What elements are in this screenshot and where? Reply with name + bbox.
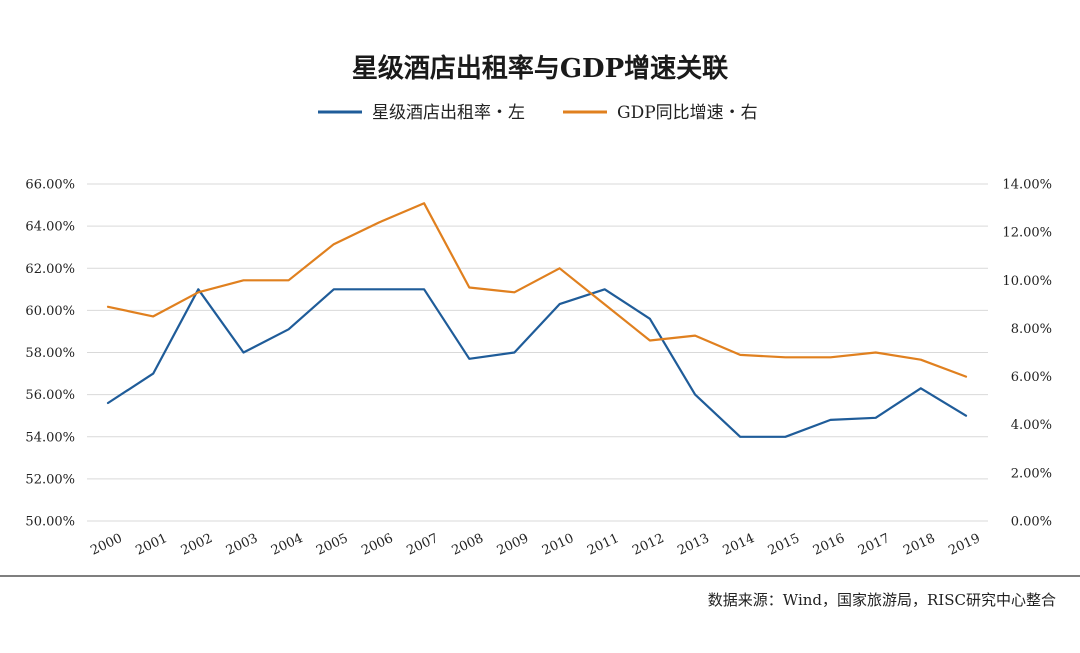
x-axis-tick-label: 2009 <box>495 531 531 559</box>
right-axis-tick-label: 14.00% <box>1002 178 1052 193</box>
x-axis-tick-label: 2016 <box>811 531 847 559</box>
series-lines <box>106 202 968 438</box>
x-axis-tick-label: 2010 <box>540 531 576 559</box>
legend: 星级酒店出租率・左 GDP同比增速・右 <box>318 103 758 123</box>
left-axis-tick-label: 62.00% <box>25 262 75 277</box>
x-axis-tick-label: 2001 <box>134 531 170 559</box>
x-axis-tick-label: 2006 <box>359 531 395 559</box>
left-axis-tick-label: 58.00% <box>25 346 75 361</box>
x-axis-tick-label: 2011 <box>585 531 621 559</box>
series-line-occupancy <box>106 288 968 438</box>
x-axis-tick-label: 2007 <box>404 531 440 559</box>
legend-label-gdp: GDP同比增速・右 <box>617 103 758 123</box>
gridlines <box>87 183 988 522</box>
x-axis-tick-label: 2005 <box>314 531 350 559</box>
legend-label-occupancy: 星级酒店出租率・左 <box>372 103 525 123</box>
x-axis-tick-label: 2000 <box>88 531 124 559</box>
right-axis-ticks: 0.00% 2.00% 4.00% 6.00% 8.00% 10.00% 12.00% 14.… <box>1002 178 1052 530</box>
left-axis-tick-label: 52.00% <box>25 472 75 487</box>
right-axis-tick-label: 12.00% <box>1002 226 1052 241</box>
right-axis-tick-label: 10.00% <box>1002 274 1052 289</box>
left-axis-tick-label: 50.00% <box>25 515 75 530</box>
right-axis-tick-label: 2.00% <box>1011 466 1052 481</box>
chart-title: 星级酒店出租率与GDP增速关联 <box>352 53 728 84</box>
source-note: 数据来源：Wind，国家旅游局，RISC研究中心整合 <box>708 591 1056 609</box>
x-axis-tick-label: 2014 <box>721 531 757 559</box>
left-axis-tick-label: 56.00% <box>25 388 75 403</box>
x-axis-tick-label: 2017 <box>856 531 892 559</box>
left-axis-tick-label: 54.00% <box>25 430 75 445</box>
x-axis-tick-label: 2003 <box>224 531 260 559</box>
x-axis-tick-label: 2018 <box>901 531 937 559</box>
left-axis-tick-label: 66.00% <box>25 178 75 193</box>
x-axis-tick-label: 2012 <box>630 531 666 559</box>
x-axis-ticks: 2000 2001 2002 2003 2004 2005 2006 2007 2008 2009… <box>88 531 982 559</box>
left-axis-ticks: 50.00% 52.00% 54.00% 56.00% 58.00% 60.00% 62.0… <box>25 178 75 530</box>
x-axis-tick-label: 2008 <box>450 531 486 559</box>
right-axis-tick-label: 4.00% <box>1011 418 1052 433</box>
x-axis-tick-label: 2019 <box>946 531 982 559</box>
x-axis-tick-label: 2013 <box>675 531 711 559</box>
right-axis-tick-label: 8.00% <box>1011 322 1052 337</box>
x-axis-tick-label: 2015 <box>766 531 802 559</box>
right-axis-tick-label: 0.00% <box>1011 515 1052 530</box>
series-line-gdp <box>106 202 968 378</box>
x-axis-tick-label: 2004 <box>269 531 305 559</box>
left-axis-tick-label: 60.00% <box>25 304 75 319</box>
x-axis-tick-label: 2002 <box>179 531 215 559</box>
right-axis-tick-label: 6.00% <box>1011 370 1052 385</box>
left-axis-tick-label: 64.00% <box>25 220 75 235</box>
